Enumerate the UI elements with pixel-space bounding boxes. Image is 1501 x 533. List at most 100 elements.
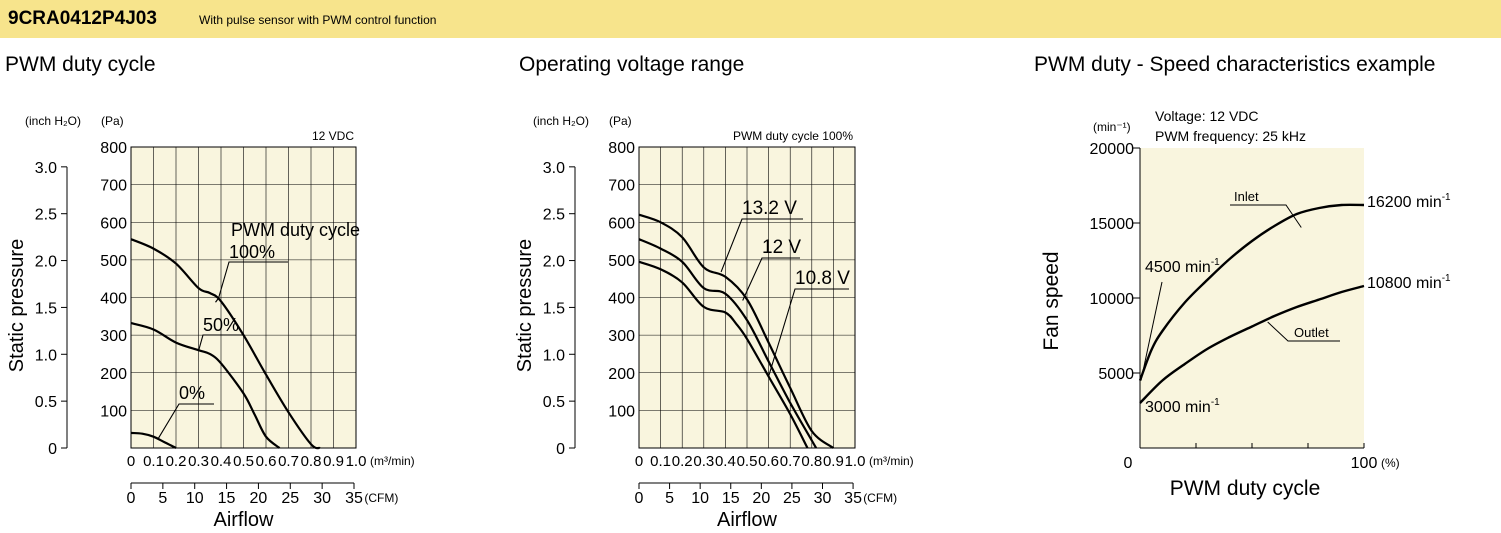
voltage-y2-tick-label: 2.5: [543, 207, 565, 224]
speed-y-tick-label: 10000: [1090, 291, 1135, 308]
chart-title-voltage: Operating voltage range: [519, 53, 745, 76]
voltage-y2-tick-label: 1.5: [543, 300, 565, 317]
voltage-x2-tick-label: 0: [635, 490, 644, 507]
duty-series-line: [130, 238, 321, 450]
duty-x-axis-label: Airflow: [213, 509, 274, 531]
duty-y2-tick-label: 2.0: [35, 254, 57, 271]
model-subtitle: With pulse sensor with PWM control funct…: [199, 13, 437, 27]
duty-y2-tick-label: 2.5: [35, 207, 57, 224]
speed-series-line: [1138, 203, 1365, 381]
duty-y2-tick-label: 1.0: [35, 347, 57, 364]
voltage-y-tick-label: 200: [608, 366, 635, 383]
duty-y-axis-label: Static pressure: [6, 239, 28, 372]
speed-leader: [1230, 204, 1302, 228]
duty-y-tick-label: 500: [100, 253, 127, 270]
duty-series-line: [130, 322, 281, 449]
duty-x2-unit: (CFM): [364, 491, 398, 505]
voltage-x2-tick-label: 35: [844, 490, 862, 507]
duty-x-tick-label: 0: [127, 453, 135, 470]
speed-x-tick-label: 100: [1351, 455, 1378, 472]
voltage-y2-tick-label: 0: [556, 441, 565, 458]
voltage-y-tick-label: 300: [608, 328, 635, 345]
duty-y2-tick-label: 0: [48, 441, 57, 458]
voltage-y-unit-inch: (inch H₂O): [533, 114, 589, 128]
voltage-x-tick-label: 0.8: [801, 453, 822, 470]
voltage-series-line: [638, 238, 818, 449]
voltage-y2-tick-label: 0.5: [543, 394, 565, 411]
duty-y-tick-label: 300: [100, 328, 127, 345]
voltage-leader: [742, 257, 800, 301]
speed-outlet-end-label-superscript: -1: [1442, 273, 1451, 284]
speed-inlet-start-label-superscript: -1: [1211, 257, 1220, 268]
duty-x2-tick-label: 35: [345, 490, 363, 507]
voltage-series-line: [638, 213, 835, 449]
speed-inlet-end-label-superscript: -1: [1442, 192, 1451, 203]
voltage-series-label: 10.8 V: [795, 268, 850, 289]
speed-x-axis-label: PWM duty cycle: [1170, 477, 1321, 500]
voltage-x2-tick-label: 25: [783, 490, 801, 507]
duty-series-label: 100%: [229, 242, 275, 262]
voltage-series-label: 12 V: [762, 237, 801, 258]
duty-y-tick-label: 400: [100, 291, 127, 308]
duty-y-tick-label: 800: [100, 140, 127, 157]
speed-y-tick-label: 5000: [1098, 366, 1134, 383]
duty-x-tick-label: 1.0: [346, 453, 367, 470]
duty-annotation: 12 VDC: [312, 129, 354, 143]
duty-x2-tick-label: 15: [218, 490, 236, 507]
duty-x-tick-label: 0.3: [188, 453, 209, 470]
duty-y-tick-label: 100: [100, 403, 127, 420]
voltage-y-tick-label: 800: [608, 140, 635, 157]
speed-series-line: [1139, 284, 1365, 404]
voltage-x-tick-label: 0.5: [737, 453, 758, 470]
voltage-x-tick-label: 0.3: [693, 453, 714, 470]
duty-series-line: [130, 431, 177, 449]
duty-x2-tick-label: 20: [250, 490, 268, 507]
voltage-y2-tick-label: 1.0: [543, 347, 565, 364]
speed-y-unit: (min⁻¹): [1093, 120, 1131, 134]
voltage-y-axis-label: Static pressure: [514, 239, 536, 372]
voltage-annotation: PWM duty cycle 100%: [733, 129, 853, 143]
voltage-y-tick-label: 700: [608, 178, 635, 195]
speed-outlet-start-label-superscript: -1: [1211, 397, 1220, 408]
speed-outlet-start-label: 3000 min-1: [1145, 397, 1220, 416]
voltage-y2-tick-label: 2.0: [543, 254, 565, 271]
voltage-y-tick-label: 100: [608, 403, 635, 420]
duty-x-unit: (m³/min): [370, 454, 415, 468]
duty-y-tick-label: 700: [100, 178, 127, 195]
duty-x-tick-label: 0.2: [166, 453, 187, 470]
speed-start-leader: [1140, 281, 1163, 381]
voltage-x-tick-label: 0.2: [672, 453, 693, 470]
duty-series-label: 50%: [203, 315, 239, 335]
chart-title-duty: PWM duty cycle: [5, 53, 156, 76]
speed-y-axis-label: Fan speed: [1040, 251, 1063, 350]
voltage-x2-tick-label: 10: [691, 490, 709, 507]
duty-x2-tick-label: 25: [281, 490, 299, 507]
duty-x2-tick-label: 5: [158, 490, 167, 507]
speed-leader: [1267, 321, 1340, 342]
duty-x-tick-label: 0.7: [278, 453, 299, 470]
speed-annotation: Voltage: 12 VDC: [1155, 108, 1259, 124]
voltage-x2-tick-label: 30: [814, 490, 832, 507]
voltage-y-tick-label: 400: [608, 291, 635, 308]
voltage-x2-tick-label: 20: [752, 490, 770, 507]
speed-inlet-start-label: 4500 min-1: [1145, 257, 1220, 276]
duty-y2-tick-label: 1.5: [35, 300, 57, 317]
voltage-y-tick-label: 600: [608, 215, 635, 232]
duty-series-label: 0%: [179, 383, 205, 403]
duty-series-title: PWM duty cycle: [231, 220, 360, 240]
duty-leader: [217, 261, 288, 299]
voltage-x-tick-label: 0.7: [780, 453, 801, 470]
voltage-y2-tick-label: 3.0: [543, 160, 565, 177]
voltage-series-label: 13.2 V: [742, 198, 797, 219]
speed-series-label: Outlet: [1294, 325, 1329, 340]
duty-y-tick-label: 200: [100, 366, 127, 383]
duty-x2-tick-label: 0: [127, 490, 136, 507]
speed-y-tick-label: 15000: [1090, 216, 1135, 233]
voltage-x-unit: (m³/min): [869, 454, 914, 468]
duty-y-unit-pa: (Pa): [101, 114, 124, 128]
duty-y2-tick-label: 3.0: [35, 160, 57, 177]
speed-x-tick-label: 0: [1124, 455, 1133, 472]
voltage-x-tick-label: 1.0: [845, 453, 866, 470]
duty-x-tick-label: 0.9: [323, 453, 344, 470]
